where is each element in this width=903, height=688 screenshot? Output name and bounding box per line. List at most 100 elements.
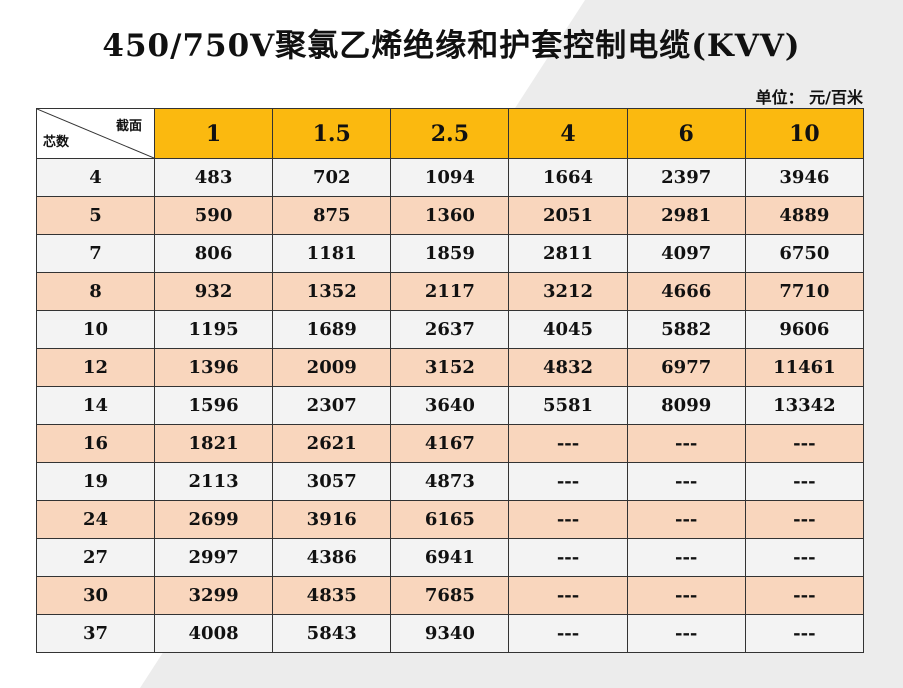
price-cell: --- xyxy=(508,500,628,539)
price-cell: --- xyxy=(744,538,865,577)
price-cell: 3299 xyxy=(153,576,274,615)
price-cell: 6165 xyxy=(390,500,510,539)
price-cell: 590 xyxy=(153,196,274,235)
table-row: 24 2699 3916 6165 --- --- --- xyxy=(36,500,865,539)
price-cell: 6977 xyxy=(626,348,746,387)
price-cell: 806 xyxy=(153,234,274,273)
table-row: 12 1396 2009 3152 4832 6977 11461 xyxy=(36,348,865,387)
price-cell: 1094 xyxy=(390,158,510,197)
table-row: 4 483 702 1094 1664 2397 3946 xyxy=(36,158,865,197)
core-count-cell: 16 xyxy=(36,424,155,463)
price-cell: --- xyxy=(744,424,865,463)
price-table: 截面 芯数 1 1.5 2.5 4 6 10 4 483 702 1094 1664 23… xyxy=(36,108,865,653)
price-cell: 4008 xyxy=(153,614,274,653)
price-cell: 1859 xyxy=(390,234,510,273)
price-cell: --- xyxy=(626,500,746,539)
core-count-cell: 14 xyxy=(36,386,155,425)
price-cell: 1360 xyxy=(390,196,510,235)
price-cell: --- xyxy=(626,538,746,577)
core-count-cell: 7 xyxy=(36,234,155,273)
price-cell: 1664 xyxy=(508,158,628,197)
price-cell: 1396 xyxy=(153,348,274,387)
price-cell: --- xyxy=(508,576,628,615)
price-cell: 2981 xyxy=(626,196,746,235)
price-cell: --- xyxy=(744,462,865,501)
price-cell: 1195 xyxy=(153,310,274,349)
price-cell: 2117 xyxy=(390,272,510,311)
table-row: 16 1821 2621 4167 --- --- --- xyxy=(36,424,865,463)
core-count-label: 芯数 xyxy=(43,135,70,150)
price-cell: 1821 xyxy=(153,424,274,463)
table-row: 8 932 1352 2117 3212 4666 7710 xyxy=(36,272,865,311)
price-cell: 3946 xyxy=(744,158,865,197)
price-cell: 4045 xyxy=(508,310,628,349)
core-count-cell: 30 xyxy=(36,576,155,615)
price-cell: 4386 xyxy=(272,538,392,577)
price-cell: 2699 xyxy=(153,500,274,539)
price-cell: 1689 xyxy=(272,310,392,349)
core-count-cell: 12 xyxy=(36,348,155,387)
price-cell: 2997 xyxy=(153,538,274,577)
price-cell: --- xyxy=(626,576,746,615)
price-cell: 483 xyxy=(153,158,274,197)
price-cell: 1596 xyxy=(153,386,274,425)
price-cell: 3640 xyxy=(390,386,510,425)
price-cell: 2009 xyxy=(272,348,392,387)
price-cell: 4835 xyxy=(272,576,392,615)
price-cell: 4666 xyxy=(626,272,746,311)
price-cell: --- xyxy=(508,424,628,463)
price-cell: 3152 xyxy=(390,348,510,387)
header-cell: 4 xyxy=(508,108,628,159)
price-cell: 4873 xyxy=(390,462,510,501)
price-cell: 5581 xyxy=(508,386,628,425)
price-cell: 3916 xyxy=(272,500,392,539)
price-cell: --- xyxy=(626,462,746,501)
price-cell: 2397 xyxy=(626,158,746,197)
price-cell: 1181 xyxy=(272,234,392,273)
core-count-cell: 27 xyxy=(36,538,155,577)
price-cell: 2051 xyxy=(508,196,628,235)
price-cell: 932 xyxy=(153,272,274,311)
header-cell: 1 xyxy=(153,108,274,159)
corner-header-cell: 截面 芯数 xyxy=(36,108,155,159)
table-row: 27 2997 4386 6941 --- --- --- xyxy=(36,538,865,577)
header-cell: 10 xyxy=(744,108,865,159)
price-cell: 4097 xyxy=(626,234,746,273)
price-cell: 9606 xyxy=(744,310,865,349)
table-row: 10 1195 1689 2637 4045 5882 9606 xyxy=(36,310,865,349)
core-count-cell: 4 xyxy=(36,158,155,197)
price-cell: --- xyxy=(744,614,865,653)
price-cell: 6941 xyxy=(390,538,510,577)
price-cell: 5882 xyxy=(626,310,746,349)
price-cell: 3212 xyxy=(508,272,628,311)
table-row: 14 1596 2307 3640 5581 8099 13342 xyxy=(36,386,865,425)
header-cell: 1.5 xyxy=(272,108,392,159)
cross-section-label: 截面 xyxy=(115,119,142,134)
price-cell: 2637 xyxy=(390,310,510,349)
core-count-cell: 24 xyxy=(36,500,155,539)
table-body: 4 483 702 1094 1664 2397 3946 5 590 875 1360 2051 29… xyxy=(36,158,865,653)
header-row: 截面 芯数 1 1.5 2.5 4 6 10 xyxy=(36,108,865,159)
price-cell: 1352 xyxy=(272,272,392,311)
table-row: 7 806 1181 1859 2811 4097 6750 xyxy=(36,234,865,273)
price-cell: 4832 xyxy=(508,348,628,387)
price-cell: 11461 xyxy=(744,348,865,387)
header-cell: 6 xyxy=(626,108,746,159)
price-cell: 4889 xyxy=(744,196,865,235)
price-cell: --- xyxy=(626,614,746,653)
price-cell: 4167 xyxy=(390,424,510,463)
core-count-cell: 5 xyxy=(36,196,155,235)
price-cell: 7710 xyxy=(744,272,865,311)
core-count-cell: 8 xyxy=(36,272,155,311)
core-count-cell: 19 xyxy=(36,462,155,501)
price-cell: 2113 xyxy=(153,462,274,501)
table-row: 19 2113 3057 4873 --- --- --- xyxy=(36,462,865,501)
price-cell: 702 xyxy=(272,158,392,197)
price-cell: --- xyxy=(744,576,865,615)
table-row: 30 3299 4835 7685 --- --- --- xyxy=(36,576,865,615)
corner-diagonal-line xyxy=(37,109,154,158)
core-count-cell: 37 xyxy=(36,614,155,653)
price-cell: 875 xyxy=(272,196,392,235)
table-row: 5 590 875 1360 2051 2981 4889 xyxy=(36,196,865,235)
price-cell: 5843 xyxy=(272,614,392,653)
